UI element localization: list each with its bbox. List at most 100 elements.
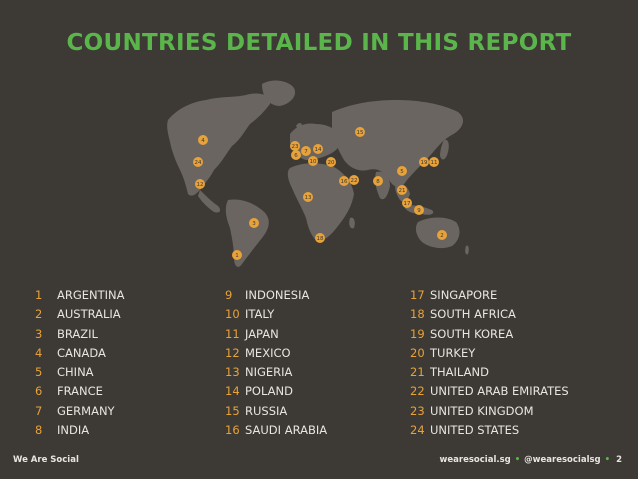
country-name: JAPAN (245, 326, 279, 341)
footer-handle-link[interactable]: @wearesocialsg (524, 455, 601, 465)
marker-label-9: 9 (417, 208, 421, 214)
country-number: 24 (410, 423, 425, 438)
country-number: 2 (35, 307, 43, 322)
country-row: 24 UNITED STATES (410, 421, 569, 440)
country-row: 13 NIGERIA (225, 363, 327, 382)
country-name: SINGAPORE (430, 288, 498, 302)
marker-label-3: 3 (252, 221, 256, 227)
world-landmass (167, 80, 469, 267)
marker-15: 15 (355, 127, 365, 137)
country-row: 23 UNITED KINGDOM (410, 402, 569, 421)
footer-separator: • (604, 455, 611, 465)
marker-12: 12 (195, 179, 205, 189)
country-number: 23 (410, 403, 425, 418)
country-name: GERMANY (57, 403, 115, 418)
country-number: 19 (410, 326, 425, 341)
marker-17: 17 (402, 198, 412, 208)
marker-label-22: 22 (351, 178, 358, 184)
country-row: 17 SINGAPORE (410, 286, 569, 305)
country-row: 2 AUSTRALIA (35, 305, 125, 324)
country-number: 22 (410, 384, 425, 399)
country-number: 5 (35, 365, 43, 380)
marker-label-19: 19 (421, 160, 428, 166)
marker-label-24: 24 (195, 160, 202, 166)
country-number: 6 (35, 384, 43, 399)
marker-22: 22 (349, 175, 359, 185)
country-number: 21 (410, 365, 425, 380)
marker-14: 14 (313, 144, 323, 154)
country-number: 15 (225, 403, 240, 418)
marker-9: 9 (414, 205, 424, 215)
country-name: UNITED KINGDOM (430, 403, 534, 418)
country-name: POLAND (245, 384, 293, 399)
country-row: 4 CANADA (35, 344, 125, 363)
country-number: 18 (410, 307, 425, 322)
country-row: 9 INDONESIA (225, 286, 327, 305)
country-row: 21 THAILAND (410, 363, 569, 382)
marker-label-1: 1 (235, 253, 239, 259)
country-row: 3 BRAZIL (35, 325, 125, 344)
marker-6: 6 (291, 150, 301, 160)
marker-8: 8 (373, 176, 383, 186)
country-row: 22 UNITED ARAB EMIRATES (410, 382, 569, 401)
marker-label-4: 4 (201, 138, 205, 144)
country-number: 4 (35, 345, 43, 360)
marker-label-2: 2 (440, 233, 444, 239)
country-number: 8 (35, 423, 43, 438)
country-name: SOUTH AFRICA (430, 307, 516, 322)
marker-label-17: 17 (404, 201, 411, 207)
country-number: 1 (35, 288, 43, 302)
country-name: MEXICO (245, 345, 291, 360)
country-number: 14 (225, 384, 240, 399)
country-name: UNITED ARAB EMIRATES (430, 384, 569, 399)
marker-3: 3 (249, 218, 259, 228)
country-row: 1 ARGENTINA (35, 286, 125, 305)
country-name: TURKEY (430, 345, 476, 360)
country-number: 9 (225, 288, 233, 302)
page-title: COUNTRIES DETAILED IN THIS REPORT (66, 30, 572, 56)
country-row: 19 SOUTH KOREA (410, 325, 569, 344)
country-number: 3 (35, 326, 43, 341)
country-number: 17 (410, 288, 425, 302)
footer-links: wearesocial.sg • @wearesocialsg • 2 (440, 455, 622, 465)
marker-11: 11 (429, 157, 439, 167)
marker-label-16: 16 (341, 179, 348, 185)
country-row: 14 POLAND (225, 382, 327, 401)
country-name: SOUTH KOREA (430, 326, 514, 341)
marker-label-13: 13 (305, 195, 312, 201)
marker-16: 16 (339, 176, 349, 186)
marker-24: 24 (193, 157, 203, 167)
page-number: 2 (616, 455, 622, 465)
marker-label-12: 12 (197, 182, 204, 188)
country-number: 13 (225, 365, 240, 380)
country-number: 20 (410, 345, 425, 360)
country-name: FRANCE (57, 384, 103, 399)
country-row: 6 FRANCE (35, 382, 125, 401)
country-number: 7 (35, 403, 43, 418)
marker-1: 1 (232, 250, 242, 260)
country-name: ITALY (245, 307, 275, 322)
country-name: RUSSIA (245, 403, 288, 418)
footer-separator: • (514, 455, 521, 465)
country-name: INDIA (57, 423, 90, 438)
country-row: 16 SAUDI ARABIA (225, 421, 327, 440)
marker-10: 10 (308, 156, 318, 166)
marker-label-8: 8 (376, 179, 380, 185)
marker-label-5: 5 (400, 169, 404, 175)
marker-label-11: 11 (431, 160, 438, 166)
country-name: THAILAND (430, 365, 489, 380)
marker-13: 13 (303, 192, 313, 202)
marker-4: 4 (198, 135, 208, 145)
country-name: SAUDI ARABIA (245, 423, 328, 438)
country-row: 11 JAPAN (225, 325, 327, 344)
footer-site-link[interactable]: wearesocial.sg (439, 455, 511, 465)
marker-label-14: 14 (315, 147, 322, 153)
country-row: 8 INDIA (35, 421, 125, 440)
country-row: 15 RUSSIA (225, 402, 327, 421)
country-name: BRAZIL (57, 326, 98, 341)
marker-20: 20 (326, 157, 336, 167)
country-row: 5 CHINA (35, 363, 125, 382)
country-row: 12 MEXICO (225, 344, 327, 363)
country-number: 10 (225, 307, 240, 322)
